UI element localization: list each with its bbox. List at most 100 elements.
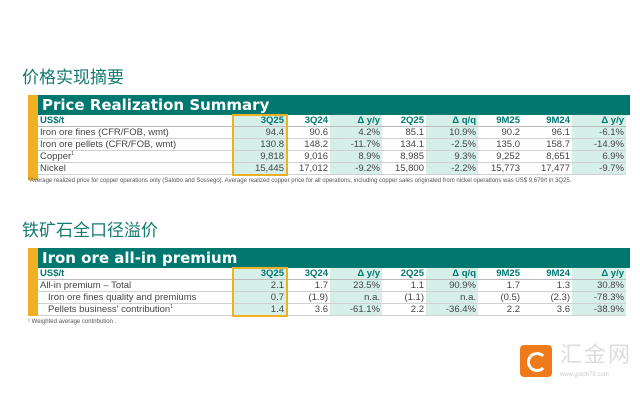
accent-bar: [28, 248, 38, 316]
watermark-logo-icon: [520, 345, 552, 377]
cell-value: -2.5%: [426, 138, 478, 151]
cell-value: 9.3%: [426, 150, 478, 163]
cell-value: 3.6: [522, 303, 572, 316]
price-realization-table: Price Realization Summary US$/t 3Q25 3Q24 Δ…: [28, 95, 630, 185]
cell-value: 15,445: [234, 162, 286, 175]
column-header: Δ q/q: [426, 115, 478, 127]
cell-value: 135.0: [478, 138, 522, 151]
row-label-text: All-in premium – Total: [40, 280, 132, 291]
cell-value: 2.1: [234, 279, 286, 292]
cell-value: -9.7%: [572, 162, 626, 175]
cell-value: 130.8: [234, 138, 286, 151]
row-label-text: Iron ore pellets (CFR/FOB, wmt): [40, 139, 177, 150]
table-title: Price Realization Summary: [38, 95, 630, 115]
row-label: Iron ore fines (CFR/FOB, wmt): [38, 126, 234, 139]
cell-value: 30.8%: [572, 279, 626, 292]
cell-value: 90.6: [286, 126, 330, 139]
cell-value: 4.2%: [330, 126, 382, 139]
row-label-text: Nickel: [40, 163, 66, 174]
column-header: 9M24: [522, 268, 572, 280]
cell-value: (1.9): [286, 291, 330, 304]
table-title: Iron ore all-in premium: [38, 248, 630, 268]
cell-value: (2.3): [522, 291, 572, 304]
row-label-text: Pellets business' contribution: [48, 304, 171, 315]
header-row: US$/t 3Q25 3Q24 Δ y/y 2Q25 Δ q/q 9M25 9M24 Δ y/y: [38, 115, 626, 127]
header-row: US$/t 3Q25 3Q24 Δ y/y 2Q25 Δ q/q 9M25 9M24 Δ y/y: [38, 268, 626, 280]
column-header: Δ y/y: [330, 115, 382, 127]
section-title-cn: 价格实现摘要: [22, 68, 124, 88]
cell-value: -36.4%: [426, 303, 478, 316]
cell-value: -9.2%: [330, 162, 382, 175]
cell-value: -2.2%: [426, 162, 478, 175]
cell-value: 10.9%: [426, 126, 478, 139]
column-header: 3Q24: [286, 115, 330, 127]
cell-value: 3.6: [286, 303, 330, 316]
cell-value: 6.9%: [572, 150, 626, 163]
cell-value: 17,012: [286, 162, 330, 175]
table-row: Copper1 9,818 9,016 8.9% 8,985 9.3% 9,252 8,651…: [38, 150, 626, 163]
column-header: US$/t: [38, 115, 234, 127]
cell-value: 1.4: [234, 303, 286, 316]
cell-value: -61.1%: [330, 303, 382, 316]
data-table: US$/t 3Q25 3Q24 Δ y/y 2Q25 Δ q/q 9M25 9M24 Δ y/y…: [38, 268, 626, 316]
row-label: Pellets business' contribution1: [38, 303, 234, 316]
cell-value: 2.2: [478, 303, 522, 316]
cell-value: 90.2: [478, 126, 522, 139]
row-label-text: Iron ore fines quality and premiums: [48, 292, 197, 303]
cell-value: -14.9%: [572, 138, 626, 151]
column-header: 9M25: [478, 268, 522, 280]
cell-value: 1.7: [286, 279, 330, 292]
cell-value: 134.1: [382, 138, 426, 151]
column-header: Δ q/q: [426, 268, 478, 280]
column-header: 9M25: [478, 115, 522, 127]
row-label-text: Iron ore fines (CFR/FOB, wmt): [40, 127, 169, 138]
cell-value: 148.2: [286, 138, 330, 151]
section-title-cn: 铁矿石全口径溢价: [22, 221, 158, 241]
cell-value: 1.1: [382, 279, 426, 292]
cell-value: n.a.: [330, 291, 382, 304]
table-row: All-in premium – Total 2.1 1.7 23.5% 1.1 90.9…: [38, 279, 626, 292]
column-header: Δ y/y: [572, 115, 626, 127]
footnote-marker: 1: [71, 150, 74, 157]
cell-value: (1.1): [382, 291, 426, 304]
column-header: 3Q24: [286, 268, 330, 280]
cell-value: -78.3%: [572, 291, 626, 304]
cell-value: 8,651: [522, 150, 572, 163]
footnote: ¹ Weighted average contribution .: [28, 319, 117, 325]
cell-value: -6.1%: [572, 126, 626, 139]
column-header: Δ y/y: [572, 268, 626, 280]
cell-value: (0.5): [478, 291, 522, 304]
cell-value: 15,773: [478, 162, 522, 175]
cell-value: 94.4: [234, 126, 286, 139]
watermark-name: 汇金网: [560, 342, 633, 367]
row-label: Nickel: [38, 162, 234, 175]
row-label-text: Copper: [40, 151, 72, 162]
cell-value: 96.1: [522, 126, 572, 139]
table-row: Iron ore fines (CFR/FOB, wmt) 94.4 90.6 4.2…: [38, 126, 626, 139]
data-table: US$/t 3Q25 3Q24 Δ y/y 2Q25 Δ q/q 9M25 9M24 Δ y/y…: [38, 115, 626, 175]
cell-value: 8.9%: [330, 150, 382, 163]
column-header: 2Q25: [382, 115, 426, 127]
cell-value: 158.7: [522, 138, 572, 151]
cell-value: n.a.: [426, 291, 478, 304]
cell-value: -38.9%: [572, 303, 626, 316]
cell-value: 90.9%: [426, 279, 478, 292]
cell-value: 2.2: [382, 303, 426, 316]
table-row: Pellets business' contribution1 1.4 3.6 -61…: [38, 303, 626, 316]
cell-value: -11.7%: [330, 138, 382, 151]
footnote: ¹Average realized price for copper opera…: [28, 178, 572, 184]
column-header: 2Q25: [382, 268, 426, 280]
cell-value: 9,252: [478, 150, 522, 163]
column-header: 9M24: [522, 115, 572, 127]
cell-value: 9,818: [234, 150, 286, 163]
column-header: Δ y/y: [330, 268, 382, 280]
column-header: 3Q25: [234, 268, 286, 280]
column-header: 3Q25: [234, 115, 286, 127]
watermark-url: www.gold678.com: [560, 372, 609, 378]
footnote-marker: 1: [170, 303, 173, 310]
cell-value: 85.1: [382, 126, 426, 139]
table-row: Iron ore fines quality and premiums 0.7 (1…: [38, 291, 626, 304]
table-row: Iron ore pellets (CFR/FOB, wmt) 130.8 148.…: [38, 138, 626, 151]
row-label: Iron ore pellets (CFR/FOB, wmt): [38, 138, 234, 151]
row-label: Iron ore fines quality and premiums: [38, 291, 234, 304]
